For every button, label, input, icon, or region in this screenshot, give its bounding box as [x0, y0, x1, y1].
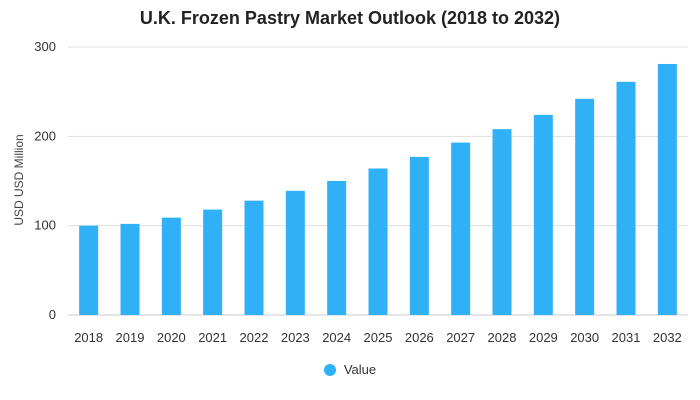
y-tick-label: 100	[34, 218, 56, 233]
bar-2032	[657, 63, 677, 316]
x-tick-label: 2031	[612, 330, 641, 345]
bar-2026	[409, 156, 429, 315]
x-tick-labels: 2018 2019 2020 2021 2022 2023 2024 2025 2026 2027…	[74, 330, 682, 345]
bar-2025	[368, 168, 388, 315]
x-tick-label: 2021	[198, 330, 227, 345]
bar-2023	[285, 190, 305, 315]
chart-title: U.K. Frozen Pastry Market Outlook (2018 …	[139, 8, 561, 28]
bar-2028	[492, 129, 512, 315]
x-tick-label: 2024	[322, 330, 351, 345]
bar-2024	[327, 181, 347, 315]
bars	[79, 63, 677, 316]
bar-2022	[244, 200, 264, 315]
bar-2021	[203, 209, 223, 315]
x-tick-label: 2022	[240, 330, 269, 345]
x-tick-label: 2029	[529, 330, 558, 345]
x-tick-label: 2026	[405, 330, 434, 345]
x-tick-label: 2030	[570, 330, 599, 345]
x-tick-label: 2027	[446, 330, 475, 345]
bar-2019	[120, 223, 140, 315]
x-tick-label: 2018	[74, 330, 103, 345]
legend-label: Value	[343, 362, 377, 377]
legend-swatch	[323, 363, 336, 376]
bar-2020	[161, 217, 181, 315]
x-tick-label: 2032	[653, 330, 682, 345]
bar-2029	[533, 114, 553, 315]
bar-2031	[616, 81, 636, 315]
x-tick-label: 2028	[488, 330, 517, 345]
y-axis-title: USD USD Million	[12, 134, 26, 225]
x-tick-label: 2020	[157, 330, 186, 345]
y-tick-label: 0	[49, 307, 56, 322]
x-tick-label: 2023	[281, 330, 310, 345]
y-tick-labels: 0 100 200 300	[34, 39, 56, 322]
legend: Value	[0, 362, 700, 377]
bar-2030	[575, 98, 595, 316]
x-tick-label: 2019	[116, 330, 145, 345]
x-tick-label: 2025	[364, 330, 393, 345]
y-tick-label: 200	[34, 128, 56, 143]
bar-2027	[451, 142, 471, 315]
bar-2018	[79, 225, 99, 315]
y-tick-label: 300	[34, 39, 56, 54]
